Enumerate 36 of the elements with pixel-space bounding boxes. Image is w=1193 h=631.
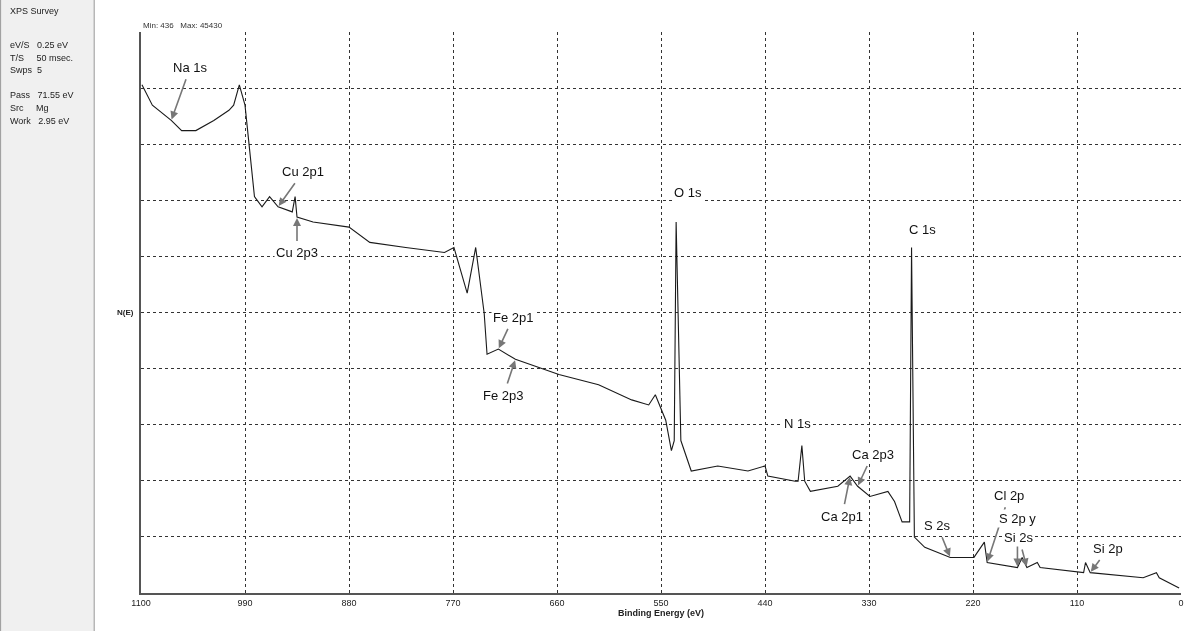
text: eV/S 0.25 eV	[10, 40, 69, 50]
text: Min: 436 Max: 45430	[143, 21, 223, 30]
x-tick-label: 660	[549, 597, 565, 608]
annotation: O 1s	[674, 185, 702, 200]
x-tick-label: 990	[237, 597, 253, 608]
x-tick-label: 110	[1069, 597, 1085, 608]
x-axis-title: Binding Energy (eV)	[617, 607, 705, 618]
annotation: Ca 2p1	[821, 509, 863, 524]
text: Swps 5	[10, 65, 43, 75]
annotation: Ca 2p3	[852, 447, 894, 462]
text: Src Mg	[10, 103, 49, 113]
annotation: S 2p y	[999, 511, 1037, 526]
annotation: N 1s	[784, 416, 812, 431]
annotation: Si 2p	[1093, 541, 1123, 556]
annotation: Cl 2p	[994, 488, 1025, 503]
x-tick-label: 550	[653, 597, 669, 608]
text: XPS Survey	[10, 6, 60, 16]
x-tick-label: 330	[861, 597, 877, 608]
y-axis-title: N(E)	[117, 308, 134, 317]
x-tick-label: 440	[757, 597, 773, 608]
x-tick-label: 1100	[131, 597, 151, 608]
annotation: Cu 2p1	[282, 164, 324, 179]
annotation: Na 1s	[173, 60, 208, 75]
text: T/S 50 msec.	[10, 53, 74, 63]
annotation: Cu 2p3	[276, 245, 318, 260]
annotation: C 1s	[909, 222, 937, 237]
text: Work 2.95 eV	[10, 116, 70, 126]
x-tick-label: 0	[1178, 597, 1184, 608]
x-tick-label: 880	[341, 597, 357, 608]
x-tick-label: 770	[445, 597, 461, 608]
x-tick-label: 220	[965, 597, 981, 608]
annotation: Fe 2p3	[483, 388, 524, 403]
annotation: Si 2s	[1004, 530, 1034, 545]
annotation: S 2s	[924, 518, 951, 533]
annotation: Fe 2p1	[493, 310, 534, 325]
text: Pass 71.55 eV	[10, 90, 74, 100]
